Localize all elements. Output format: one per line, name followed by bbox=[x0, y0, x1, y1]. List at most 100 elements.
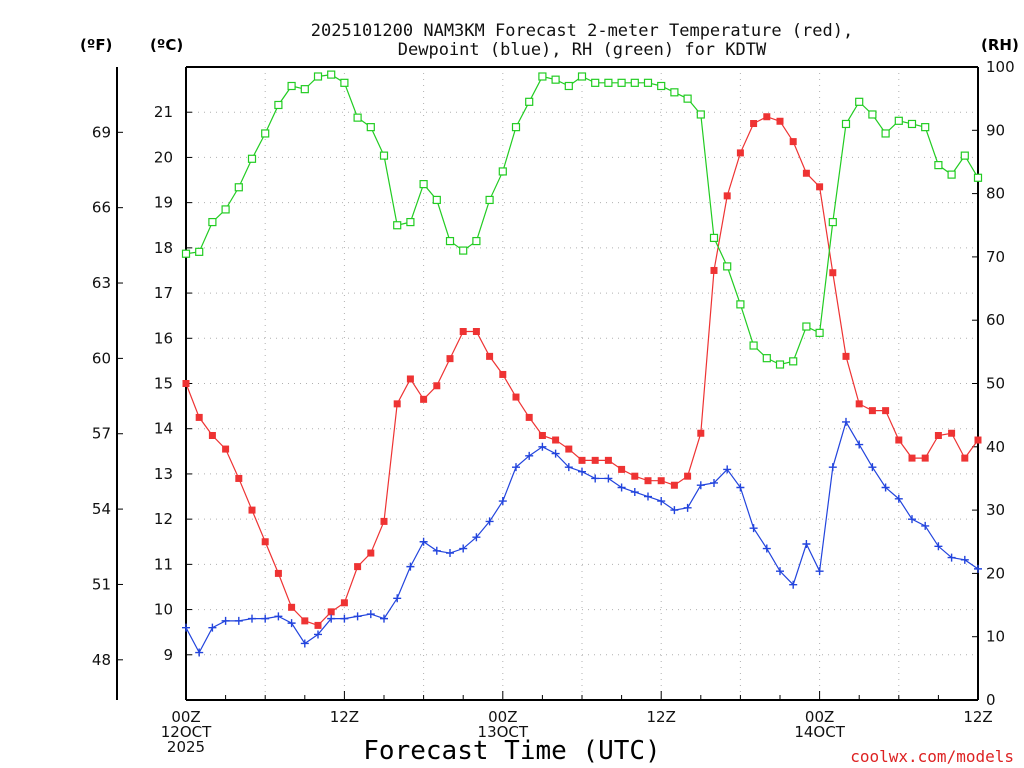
dewpoint-point bbox=[591, 474, 600, 483]
dewpoint-point bbox=[221, 616, 230, 625]
temperature-point bbox=[604, 456, 612, 464]
rh-point bbox=[709, 233, 719, 243]
dewpoint-point bbox=[208, 623, 217, 632]
temperature-point bbox=[235, 474, 243, 482]
temperature-point bbox=[512, 393, 520, 401]
temperature-point bbox=[934, 431, 942, 439]
temperature-point bbox=[301, 617, 309, 625]
rh-tick-label: 90 bbox=[986, 121, 1005, 139]
temperature-point bbox=[842, 352, 850, 360]
rh-tick-label: 70 bbox=[986, 248, 1005, 266]
dewpoint-point bbox=[604, 474, 613, 483]
dewpoint-point bbox=[498, 497, 507, 506]
rh-point bbox=[181, 249, 191, 258]
dewpoint-point bbox=[578, 467, 586, 476]
rh-point bbox=[894, 116, 903, 125]
rh-tick-label: 50 bbox=[986, 375, 1005, 393]
rh-point bbox=[789, 357, 798, 366]
dewpoint-point bbox=[261, 614, 270, 623]
temperature-point bbox=[472, 328, 480, 336]
dewpoint-point bbox=[327, 614, 336, 623]
dewpoint-point bbox=[234, 616, 243, 625]
temperature-point bbox=[433, 382, 441, 390]
time-tick-label: 13OCT bbox=[478, 723, 529, 741]
rh-point bbox=[564, 81, 573, 91]
time-tick-label: 12OCT bbox=[161, 723, 212, 741]
dewpoint-point bbox=[868, 463, 877, 472]
rh-point bbox=[472, 236, 481, 246]
dewpoint-point bbox=[789, 580, 798, 589]
celsius-tick-label: 14 bbox=[154, 420, 173, 438]
dewpoint-point bbox=[934, 542, 943, 551]
rh-point bbox=[683, 94, 692, 103]
dewpoint-point bbox=[683, 503, 692, 512]
rh-point bbox=[960, 151, 969, 160]
temperature-point bbox=[380, 517, 388, 525]
celsius-tick-label: 13 bbox=[154, 465, 173, 483]
rh-point bbox=[604, 78, 613, 87]
rh-point bbox=[855, 97, 864, 106]
rh-point bbox=[762, 354, 771, 363]
x-axis-title: Forecast Time (UTC) bbox=[363, 736, 660, 766]
dewpoint-point bbox=[710, 478, 718, 487]
temperature-point bbox=[657, 477, 665, 485]
rh-point bbox=[525, 97, 534, 106]
rh-point bbox=[723, 262, 732, 271]
fahrenheit-tick-label: 63 bbox=[92, 274, 111, 292]
rh-point bbox=[247, 154, 257, 163]
time-tick-label: 12Z bbox=[963, 708, 992, 726]
dewpoint-point bbox=[815, 567, 824, 576]
dewpoint-point bbox=[472, 533, 481, 542]
dewpoint-point bbox=[736, 483, 745, 492]
celsius-unit-label: (ºC) bbox=[150, 36, 183, 54]
temperature-point bbox=[222, 445, 230, 453]
rh-tick-label: 30 bbox=[986, 501, 1005, 519]
celsius-tick-label: 10 bbox=[154, 601, 173, 619]
rh-point bbox=[511, 123, 521, 132]
dewpoint-point bbox=[274, 612, 283, 621]
dewpoint-point bbox=[828, 463, 837, 472]
temperature-point bbox=[420, 395, 428, 403]
dewpoint-point bbox=[287, 619, 296, 628]
rh-point bbox=[274, 100, 283, 110]
rh-line bbox=[185, 73, 979, 366]
fahrenheit-tick-label: 60 bbox=[92, 349, 111, 367]
rh-point bbox=[234, 183, 243, 192]
rh-axis: 0 10 20 30 40 50 60 70 80 90 100 bbox=[972, 58, 1015, 709]
temperature-point bbox=[882, 407, 890, 415]
temperature-point bbox=[670, 481, 678, 489]
dewpoint-series bbox=[182, 417, 982, 657]
temperature-point bbox=[538, 431, 546, 439]
dewpoint-point bbox=[776, 567, 784, 576]
temperature-point bbox=[895, 436, 903, 444]
rh-point bbox=[327, 70, 336, 79]
rh-point bbox=[353, 113, 362, 122]
temperature-point bbox=[406, 375, 414, 383]
rh-tick-label: 40 bbox=[986, 438, 1005, 456]
dewpoint-point bbox=[446, 549, 454, 558]
dewpoint-point bbox=[881, 483, 890, 492]
dewpoint-point bbox=[802, 540, 811, 549]
temperature-point bbox=[288, 603, 296, 611]
celsius-tick-label: 19 bbox=[154, 194, 173, 212]
rh-point bbox=[393, 221, 402, 230]
fahrenheit-tick-label: 54 bbox=[92, 500, 111, 518]
temperature-series bbox=[182, 113, 982, 629]
temperature-point bbox=[644, 477, 652, 485]
time-tick-label: 2025 bbox=[167, 738, 205, 756]
rh-tick-label: 10 bbox=[986, 628, 1005, 646]
rh-point bbox=[340, 78, 349, 87]
dewpoint-point bbox=[366, 610, 375, 619]
rh-point bbox=[630, 78, 639, 87]
celsius-tick-label: 18 bbox=[154, 239, 173, 257]
temperature-point bbox=[261, 538, 269, 546]
rh-point bbox=[313, 72, 323, 81]
rh-point bbox=[907, 119, 917, 129]
temperature-point bbox=[195, 413, 203, 421]
rh-point bbox=[828, 217, 837, 227]
temperature-point bbox=[340, 599, 348, 607]
dewpoint-point bbox=[393, 594, 402, 603]
dewpoint-point bbox=[723, 465, 732, 474]
temperature-point bbox=[182, 380, 190, 387]
